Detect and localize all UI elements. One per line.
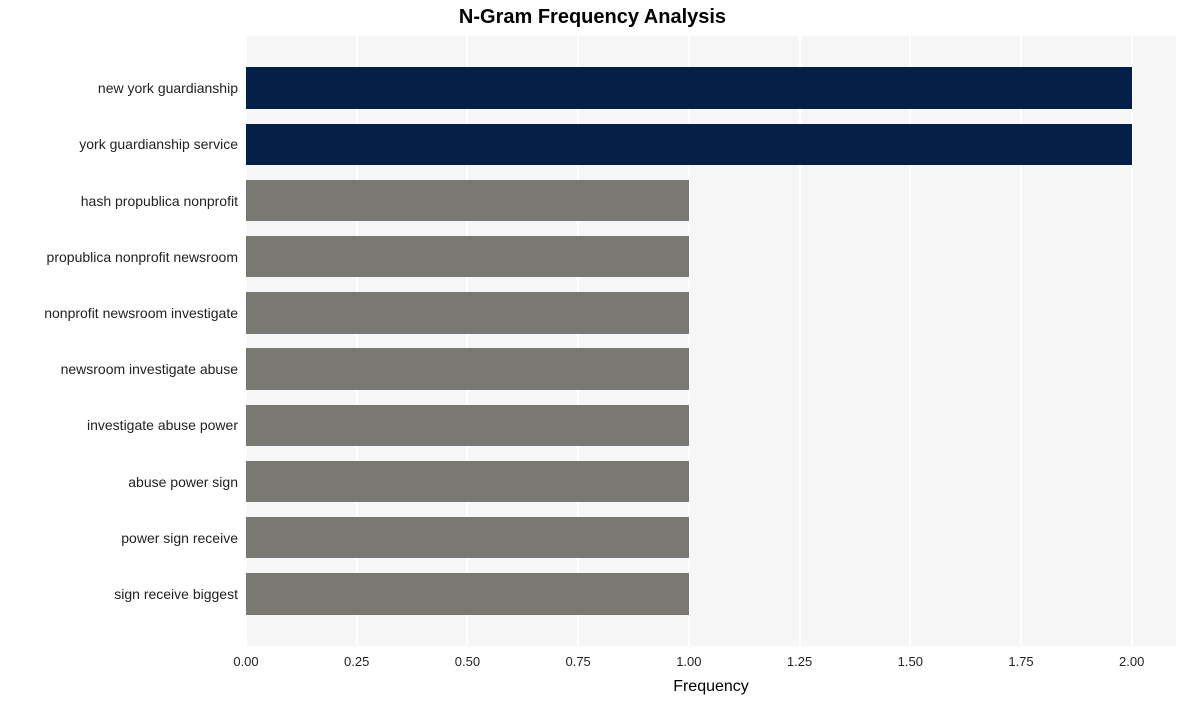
y-tick-label: york guardianship service — [79, 136, 246, 152]
x-axis-label: Frequency — [246, 678, 1176, 696]
x-tick-label: 0.25 — [344, 646, 369, 669]
y-tick-label: newsroom investigate abuse — [61, 361, 246, 377]
bar — [246, 236, 689, 278]
x-tick-label: 0.75 — [565, 646, 590, 669]
y-tick-label: investigate abuse power — [87, 417, 246, 433]
plot-area: 0.000.250.500.751.001.251.501.752.00new … — [246, 36, 1176, 646]
bar — [246, 461, 689, 503]
x-tick-label: 1.00 — [676, 646, 701, 669]
x-tick-label: 1.50 — [898, 646, 923, 669]
x-tick-label: 1.75 — [1008, 646, 1033, 669]
y-tick-label: nonprofit newsroom investigate — [44, 305, 246, 321]
y-tick-label: new york guardianship — [98, 80, 246, 96]
x-tick-label: 0.00 — [233, 646, 258, 669]
chart-title: N-Gram Frequency Analysis — [0, 6, 1185, 29]
bar — [246, 67, 1132, 109]
chart-container: N-Gram Frequency Analysis 0.000.250.500.… — [0, 0, 1185, 701]
bar — [246, 292, 689, 334]
y-tick-label: sign receive biggest — [114, 586, 246, 602]
bar — [246, 124, 1132, 166]
y-tick-label: abuse power sign — [128, 474, 246, 490]
x-tick-label: 1.25 — [787, 646, 812, 669]
bar — [246, 180, 689, 222]
bar — [246, 348, 689, 390]
x-tick-label: 0.50 — [455, 646, 480, 669]
y-tick-label: propublica nonprofit newsroom — [47, 249, 246, 265]
bar — [246, 573, 689, 615]
bar — [246, 405, 689, 447]
y-tick-label: power sign receive — [121, 530, 246, 546]
x-tick-label: 2.00 — [1119, 646, 1144, 669]
bar — [246, 517, 689, 559]
y-tick-label: hash propublica nonprofit — [81, 193, 246, 209]
